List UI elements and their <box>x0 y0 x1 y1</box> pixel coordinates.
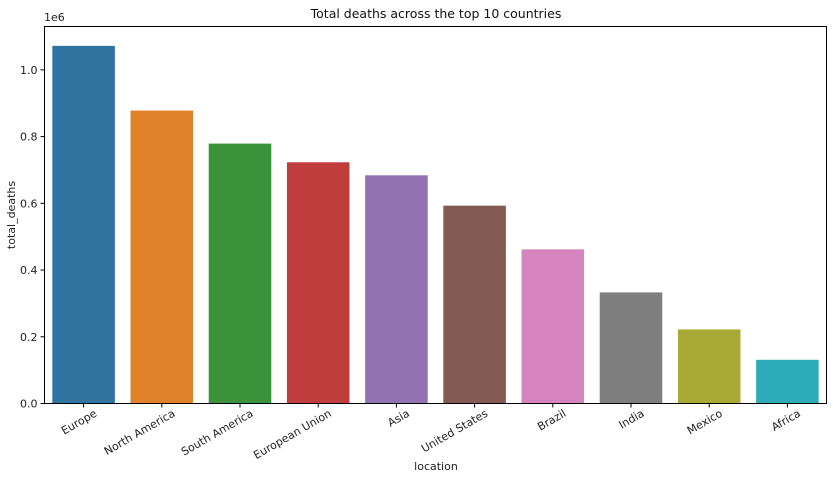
y-tick-label: 0.8 <box>20 131 38 144</box>
x-tick-label: Europe <box>59 407 99 438</box>
bars-group <box>52 45 819 404</box>
plot-frame <box>44 26 827 404</box>
bar-mexico <box>677 329 741 404</box>
y-tick-label: 0.4 <box>20 264 38 277</box>
bar-european-union <box>286 162 350 404</box>
bar-asia <box>365 175 428 404</box>
x-tick-label: South America <box>179 407 256 459</box>
y-axis-title: total_deaths <box>5 181 18 249</box>
x-tick-label: Brazil <box>535 407 568 434</box>
x-axis-title: location <box>414 460 458 473</box>
x-tick-label: North America <box>102 407 177 458</box>
y-offset-label: 1e6 <box>44 11 65 24</box>
y-tick-label: 0.6 <box>20 197 38 210</box>
x-ticks-group: Europe North America South AmericaEuropean… <box>59 403 803 462</box>
bar-europe <box>52 45 115 404</box>
y-tick-label: 1.0 <box>20 64 38 77</box>
bar-south-america <box>208 143 272 404</box>
x-tick-label: Africa <box>769 407 803 434</box>
bar-africa <box>756 359 819 404</box>
x-tick-label: European Union <box>251 407 333 462</box>
x-tick-label: Asia <box>385 407 411 430</box>
bar-united-states <box>443 205 506 404</box>
chart-title: Total deaths across the top 10 countries <box>310 6 562 21</box>
y-tick-label: 0.0 <box>20 398 38 411</box>
y-tick-label: 0.2 <box>20 331 38 344</box>
bar-brazil <box>521 249 585 404</box>
y-ticks-group: 0.0 0.2 0.4 0.6 0.8 1.0 <box>20 64 45 411</box>
bar-north-america <box>130 110 194 404</box>
x-tick-label: United States <box>419 407 490 456</box>
bar-india <box>599 292 663 404</box>
x-tick-label: Mexico <box>685 407 725 438</box>
x-tick-label: India <box>617 407 647 432</box>
